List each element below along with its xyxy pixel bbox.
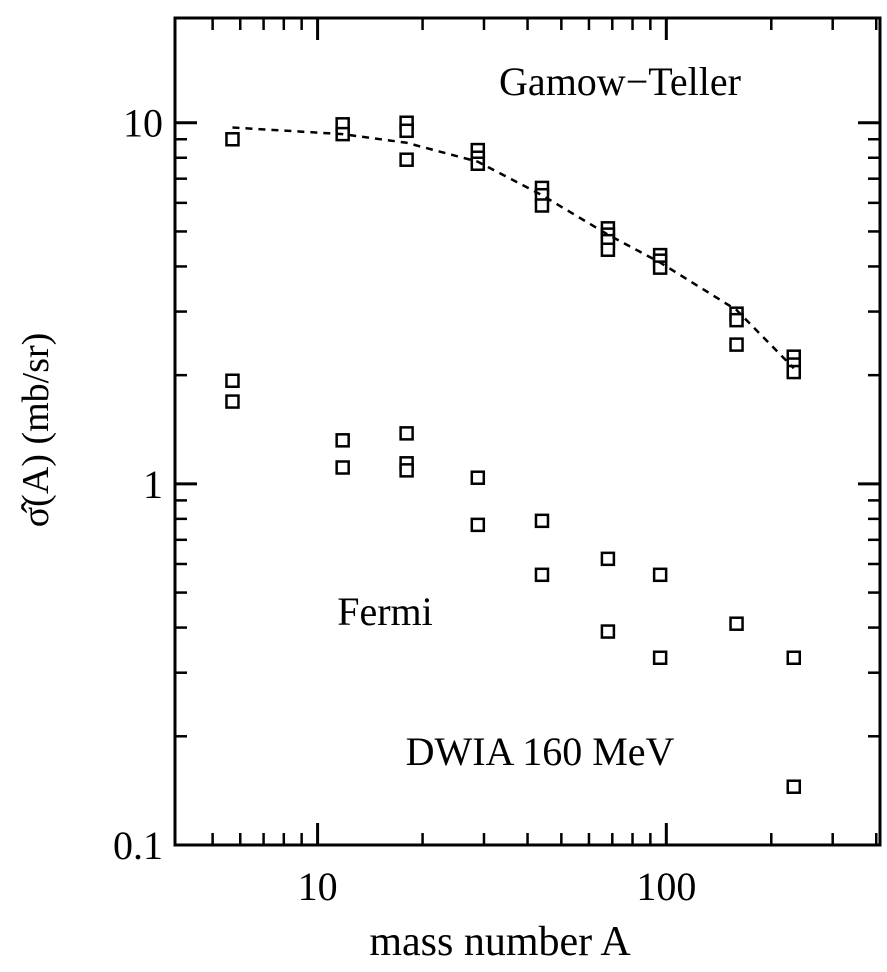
data-point [600, 624, 616, 639]
y-axis-label: σ̂(A) (mb/sr) [15, 333, 57, 528]
x-tick-label: 100 [636, 864, 696, 909]
y-tick-label: 0.1 [113, 823, 163, 868]
data-point [335, 460, 350, 475]
data-point [399, 152, 414, 167]
data-point [225, 132, 240, 147]
y-tick-label: 1 [143, 462, 163, 507]
data-point [399, 426, 414, 441]
data-point [225, 373, 240, 388]
data-point [470, 470, 486, 485]
data-point [600, 242, 616, 257]
data-point [729, 312, 744, 328]
annotation: Fermi [337, 589, 433, 634]
data-point [729, 337, 744, 352]
data-point [600, 551, 616, 567]
fit-curve [232, 126, 795, 370]
x-axis-label: mass number A [369, 919, 631, 965]
data-point [786, 650, 802, 665]
data-point [335, 433, 350, 448]
data-point [534, 567, 550, 583]
data-point [534, 198, 550, 213]
plot-frame [173, 16, 882, 847]
annotation: DWIA 160 MeV [406, 729, 675, 774]
annotation: Gamow−Teller [499, 59, 741, 104]
data-point [399, 123, 414, 139]
data-point [729, 616, 744, 631]
data-point [470, 156, 486, 171]
data-point [786, 779, 802, 794]
y-tick-label: 10 [123, 101, 163, 146]
x-tick-label: 10 [298, 864, 338, 909]
data-point [470, 517, 486, 533]
data-point [534, 513, 550, 529]
data-point [652, 567, 668, 583]
data-point [399, 463, 414, 478]
data-point [786, 364, 802, 380]
data-point [652, 650, 668, 665]
data-point [225, 394, 240, 409]
